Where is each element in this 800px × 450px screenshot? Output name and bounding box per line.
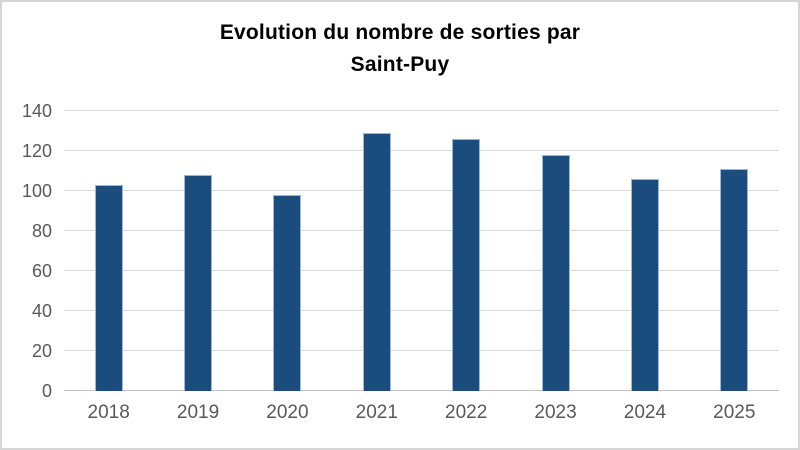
y-tick-label: 140 [21, 101, 52, 121]
x-tick-label: 2025 [713, 402, 756, 423]
chart-title-line-2: Saint-Puy [350, 53, 450, 76]
bar-2018 [94, 185, 123, 391]
x-tick-label: 2019 [176, 402, 220, 423]
bar-slot [64, 111, 153, 391]
y-tick-label: 120 [21, 141, 52, 161]
gridline [64, 230, 779, 231]
bar-2023 [541, 155, 570, 391]
y-tick-label: 0 [41, 381, 52, 401]
bar-slot [153, 111, 242, 391]
bar-2025 [720, 169, 749, 391]
y-tick-label: 60 [31, 261, 52, 281]
gridline [64, 190, 779, 191]
gridline [64, 110, 779, 111]
bar-2022 [452, 139, 481, 391]
x-tick-label: 2024 [623, 402, 667, 423]
y-axis-labels: 0 20 40 60 80 100 120 140 [2, 102, 52, 400]
bar-2024 [630, 179, 659, 391]
bar-2019 [184, 175, 213, 391]
bar-slot [600, 111, 689, 391]
gridline [64, 350, 779, 351]
y-tick-label: 80 [31, 221, 52, 241]
y-tick-label: 100 [21, 181, 52, 201]
bar-slot [243, 111, 332, 391]
y-tick-label: 20 [31, 341, 52, 361]
chart-title: Evolution du nombre de sorties par Saint… [2, 17, 798, 81]
x-tick-label: 2018 [87, 402, 130, 423]
x-tick-label: 2020 [266, 402, 309, 423]
gridline [64, 270, 779, 271]
x-tick-label: 2021 [355, 402, 398, 423]
gridline [64, 310, 779, 311]
bar-2021 [362, 133, 391, 391]
chart-title-line-1: Evolution du nombre de sorties par [219, 21, 581, 44]
x-tick-label: 2022 [445, 402, 488, 423]
bars-row [64, 111, 779, 391]
bar-slot [332, 111, 421, 391]
bar-2020 [273, 195, 302, 391]
plot-area [64, 110, 779, 391]
bar-slot [690, 111, 779, 391]
bar-slot [422, 111, 511, 391]
x-axis-line [64, 390, 779, 391]
bar-slot [511, 111, 600, 391]
x-axis-labels: 2018 2019 2020 2021 2022 2023 2024 2025 [64, 400, 779, 426]
x-tick-label: 2023 [534, 402, 577, 423]
y-tick-label: 40 [31, 301, 52, 321]
gridline [64, 150, 779, 151]
